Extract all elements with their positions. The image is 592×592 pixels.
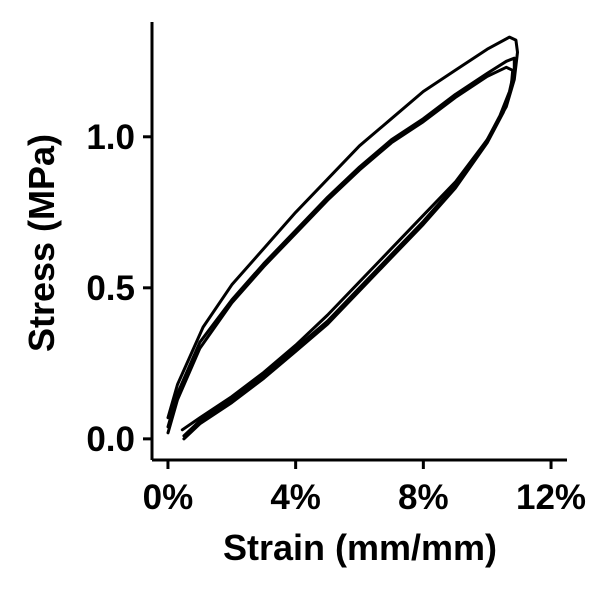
hysteresis-loop-1 (166, 35, 519, 432)
y-axis-title: Stress (MPa) (21, 134, 62, 352)
x-axis-title: Strain (mm/mm) (223, 527, 497, 568)
x-tick-label: 12% (516, 478, 586, 517)
axes-layer (150, 22, 567, 462)
series-layer (166, 35, 519, 441)
x-tick-label: 8% (398, 478, 449, 517)
hysteresis-loop-2 (166, 56, 516, 438)
x-ticks: 0% 4% 8% 12% (143, 460, 586, 517)
y-ticks: 0.0 0.5 1.0 (86, 118, 152, 459)
x-tick-label: 0% (143, 478, 194, 517)
hysteresis-loop-3 (166, 65, 515, 441)
y-tick-label: 0.0 (86, 420, 135, 459)
x-tick-label: 4% (270, 478, 321, 517)
y-tick-label: 0.5 (86, 269, 135, 308)
y-tick-label: 1.0 (86, 118, 135, 157)
